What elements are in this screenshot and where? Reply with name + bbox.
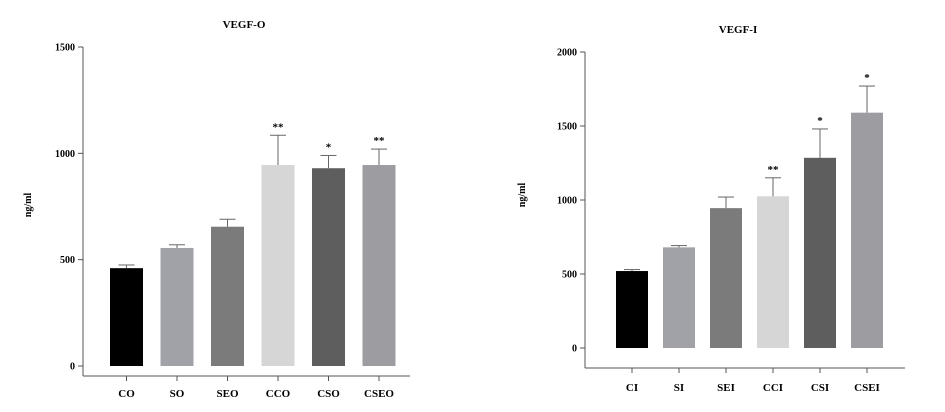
y-tick-label: 500 (562, 270, 577, 281)
y-tick-label: 1000 (557, 196, 577, 207)
category-label: CSEO (364, 388, 394, 400)
significance-marker: * (326, 141, 332, 153)
bar-co (110, 268, 143, 366)
category-label: CI (626, 382, 638, 394)
y-axis-label: ng/ml (517, 183, 528, 208)
bar-sei (710, 208, 742, 348)
category-label: CO (118, 388, 135, 400)
category-label: CCO (266, 388, 291, 400)
y-tick-label: 500 (60, 255, 75, 266)
bar-cseo (362, 165, 396, 366)
bar-cso (312, 168, 345, 366)
category-label: CSO (317, 388, 340, 400)
bar-csei (851, 112, 883, 349)
bar-csi (804, 157, 836, 348)
category-label: CSEI (854, 382, 880, 394)
bar-so (160, 247, 194, 366)
category-label: SEI (717, 382, 735, 394)
category-label: SEO (216, 388, 238, 400)
bar-cco (261, 165, 295, 366)
y-tick-label: 2000 (557, 48, 577, 59)
category-label: SO (170, 388, 185, 400)
y-tick-label: 0 (572, 344, 577, 355)
y-tick-label: 1500 (557, 122, 577, 133)
y-tick-label: 0 (70, 362, 75, 373)
chart-title: VEGF-I (719, 24, 758, 36)
category-label: SI (674, 382, 684, 394)
significance-marker: ** (273, 121, 285, 133)
bar-cci (757, 196, 789, 348)
category-label: CCI (763, 382, 783, 394)
y-axis-label: ng/ml (23, 193, 34, 218)
y-tick-label: 1000 (55, 149, 75, 160)
y-tick-label: 1500 (55, 43, 75, 54)
significance-marker: ** (768, 164, 780, 176)
significance-marker: ** (374, 135, 386, 147)
chart-title: VEGF-O (223, 19, 266, 31)
significance-marker: * (864, 72, 870, 84)
bar-seo (211, 226, 244, 366)
chart-vegf-o: VEGF-O 0 500 1000 1500 ng/ml CO SO SEO ** CCO * CSO *… (23, 19, 410, 400)
bar-ci (616, 271, 648, 348)
bar-si (663, 247, 695, 348)
category-label: CSI (811, 382, 829, 394)
significance-marker: * (817, 115, 823, 127)
